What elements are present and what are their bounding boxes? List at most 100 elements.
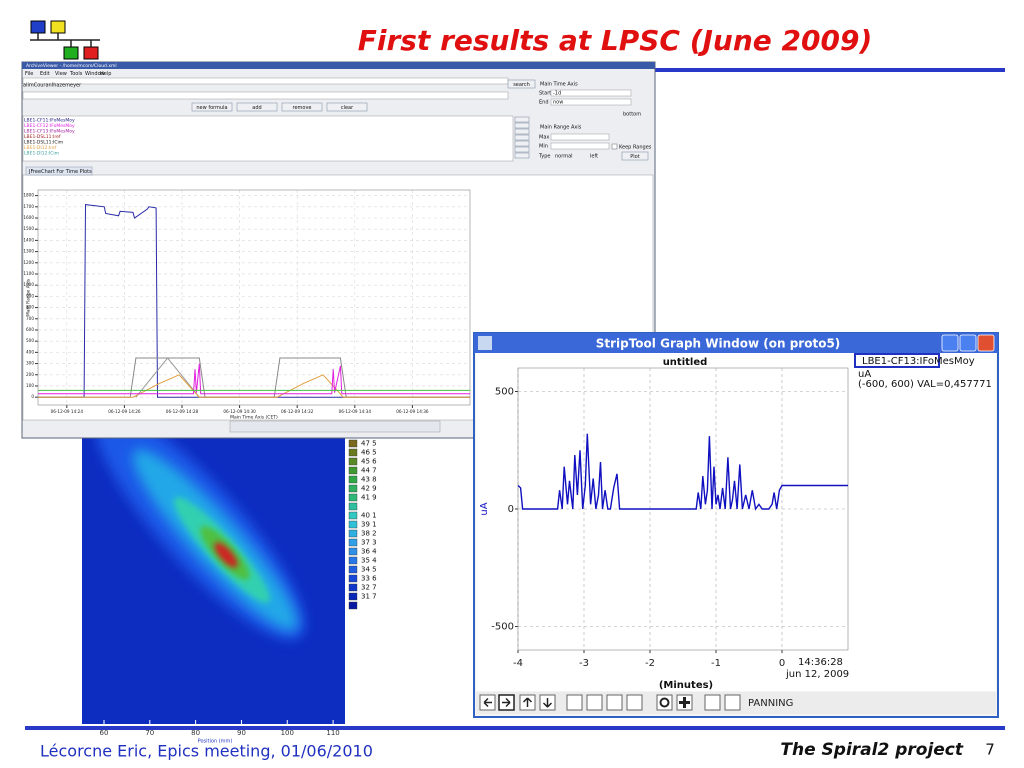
- x-tick-label: 06-12-09 14:30: [223, 409, 256, 414]
- swatch-label: 40 1: [361, 512, 377, 520]
- minimize-button[interactable]: [941, 334, 959, 352]
- swatch: [348, 529, 358, 538]
- menu-item[interactable]: View: [55, 71, 67, 77]
- menu-item[interactable]: Window: [85, 71, 105, 77]
- y-tick-label: 1000: [23, 282, 34, 287]
- keep-ranges: Keep Ranges: [619, 145, 652, 151]
- date-label: jun 12, 2009: [785, 669, 849, 680]
- pv-button[interactable]: [514, 122, 530, 129]
- y-tick-label: 1800: [23, 193, 34, 198]
- maximize-button[interactable]: [959, 334, 977, 352]
- x-tick-label: 70: [145, 729, 154, 737]
- swatch-label: 38 2: [361, 530, 377, 538]
- search-label: search: [513, 82, 530, 88]
- swatch-label: 31 7: [361, 593, 377, 601]
- plot-button[interactable]: [621, 151, 649, 161]
- swatch: [348, 565, 358, 574]
- swatch: [348, 475, 358, 484]
- swatch: [348, 538, 358, 547]
- swatch-label: 33 6: [361, 575, 377, 583]
- pv-item[interactable]: LBE1-DI12:Iref: [24, 145, 57, 151]
- bottom-combo[interactable]: bottom: [623, 112, 641, 118]
- swatch-label: 47 5: [361, 440, 377, 448]
- menu-item[interactable]: Tools: [69, 71, 83, 77]
- y-tick-label: 200: [26, 372, 34, 377]
- keep-ranges-checkbox[interactable]: [611, 143, 618, 150]
- pv-button[interactable]: [514, 128, 530, 135]
- pv-button[interactable]: [514, 134, 530, 141]
- menu-item[interactable]: Help: [100, 71, 111, 77]
- legend-entry: LBE1-CF13:IFoMesMoy: [862, 356, 975, 367]
- y-tick-label: 1300: [23, 249, 34, 254]
- side-combo[interactable]: left: [590, 154, 598, 160]
- button-label: clear: [341, 105, 354, 111]
- pv-item[interactable]: LBE1-CF13:IFoMesMoy: [24, 129, 75, 135]
- pv-field[interactable]: alimCouranIhazemeyer: [23, 83, 82, 89]
- plot-frame: [37, 189, 471, 406]
- x-tick-label: 06-12-09 14:32: [281, 409, 314, 414]
- x-tick-label: -3: [579, 658, 589, 669]
- swatch-label: 45 6: [361, 458, 377, 466]
- y-tick-label: 600: [26, 327, 34, 332]
- close-button[interactable]: [977, 334, 995, 352]
- menu-item[interactable]: Edit: [40, 71, 50, 77]
- y-tick-label: -500: [491, 622, 514, 633]
- menu-item[interactable]: File: [25, 71, 33, 77]
- button[interactable]: [326, 102, 368, 112]
- slide-title: First results at LPSC (June 2009): [358, 24, 873, 57]
- type-combo[interactable]: normal: [555, 154, 573, 160]
- y-tick-label: 900: [26, 293, 34, 298]
- pv-item[interactable]: LBE1-DSL11:ICim: [24, 140, 63, 146]
- swatch: [348, 556, 358, 565]
- x-axis-label: (Minutes): [659, 680, 713, 691]
- tab-label[interactable]: JFreeChart For Time Plots: [28, 169, 92, 175]
- time-label: 14:36:28: [798, 657, 843, 668]
- button[interactable]: [191, 102, 233, 112]
- button-label: new formula: [196, 105, 227, 111]
- y-axis-label: Main Range Axis: [26, 278, 32, 316]
- series-line: [38, 204, 470, 398]
- x-tick-label: 06-12-09 14:24: [51, 409, 84, 414]
- header-rule: [655, 68, 1005, 72]
- swatch-label: 32 7: [361, 584, 377, 592]
- swatch: [348, 547, 358, 556]
- y-tick-label: 500: [26, 338, 34, 343]
- y-tick-label: 0: [31, 394, 34, 399]
- heatmap: [82, 438, 345, 724]
- swatch: [348, 592, 358, 601]
- pv-button[interactable]: [514, 152, 530, 159]
- button[interactable]: [236, 102, 278, 112]
- y-tick-label: 100: [26, 383, 34, 388]
- heatmap-axis: 60 70 80 90 100 110 Position (mm): [100, 720, 340, 745]
- search-button[interactable]: [507, 79, 536, 89]
- swatch: [348, 466, 358, 475]
- pv-button[interactable]: [514, 146, 530, 153]
- pv-item[interactable]: LBE1-CF12:IFoMesMoy: [24, 123, 75, 129]
- x-tick-label: 06-12-09 14:28: [166, 409, 199, 414]
- pv-item[interactable]: LBE1-DI12:ICim: [24, 151, 59, 157]
- y-tick-label: 1100: [23, 271, 34, 276]
- button[interactable]: [281, 102, 323, 112]
- swatch: [348, 511, 358, 520]
- pv-item[interactable]: LBE1-DSL11:Iref: [24, 134, 61, 140]
- y-tick-label: 1500: [23, 226, 34, 231]
- series-line: [135, 357, 200, 398]
- x-tick-label: -4: [513, 658, 523, 669]
- swatch-label: 43 8: [361, 476, 377, 484]
- pv-item[interactable]: LBE1-CF11:IFoMesMoy: [24, 118, 75, 124]
- swatch: [348, 502, 358, 511]
- x-axis-label: Main Time Axis (CET): [230, 415, 278, 421]
- swatch-label: 46 5: [361, 449, 377, 457]
- y-tick-label: 700: [26, 316, 34, 321]
- x-axis-label: Position (mm): [198, 739, 233, 745]
- x-tick-label: 06-12-09 14:26: [108, 409, 141, 414]
- y-tick-label: 400: [26, 349, 34, 354]
- pv-button[interactable]: [514, 140, 530, 147]
- x-tick-label: -1: [711, 658, 721, 669]
- swatch-label: 37 3: [361, 539, 377, 547]
- y-tick-label: 500: [495, 387, 514, 398]
- swatch: [348, 493, 358, 502]
- swatch-label: 36 4: [361, 548, 377, 556]
- start-value: -1d: [553, 91, 561, 97]
- pv-button[interactable]: [514, 116, 530, 123]
